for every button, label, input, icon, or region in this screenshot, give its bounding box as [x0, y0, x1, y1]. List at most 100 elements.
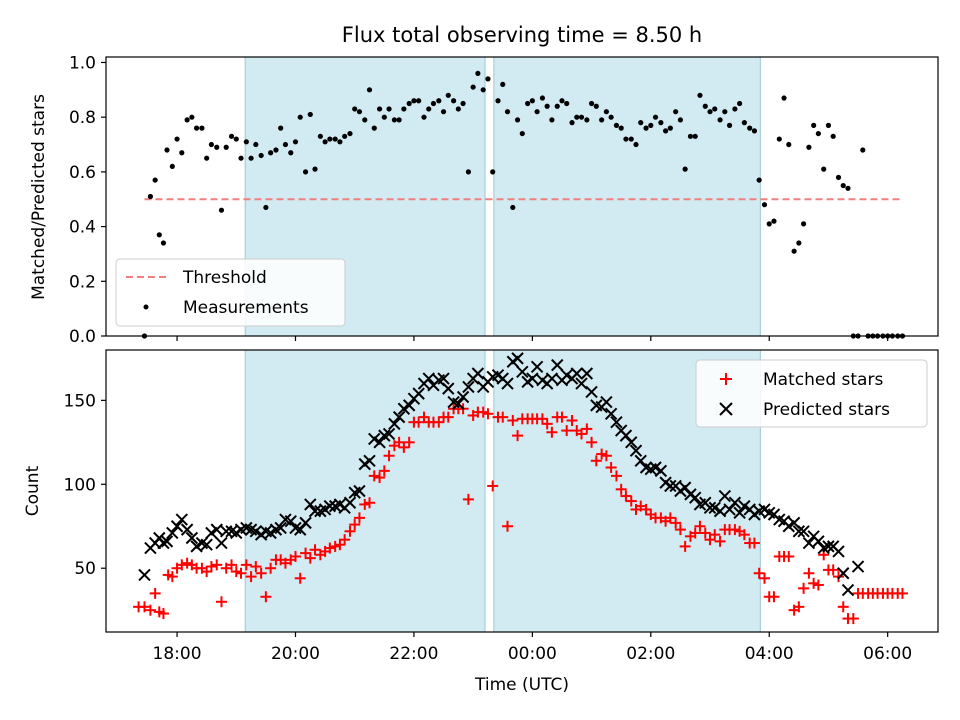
- measurement-point: [771, 218, 777, 224]
- matched-stars-point: [600, 450, 612, 462]
- shaded-interval-0: [244, 349, 486, 633]
- measurement-point: [786, 141, 792, 148]
- measurement-point: [273, 147, 279, 153]
- measurement-point: [465, 169, 472, 175]
- top-y-tick-label: 0.8: [69, 108, 96, 128]
- predicted-mark-b: [170, 520, 184, 533]
- predicted-mark-b: [718, 489, 732, 503]
- predicted-mark-b: [249, 525, 263, 538]
- matched-stars-point: [226, 559, 238, 571]
- measurement-point: [821, 166, 827, 172]
- measurement-point: [485, 76, 491, 82]
- matched-stars-point: [699, 527, 711, 539]
- measurement-point: [722, 109, 728, 115]
- predicted-stars-point: [822, 540, 835, 553]
- predicted-stars-point: [654, 464, 668, 478]
- top-plot-frame: [105, 56, 939, 337]
- measurement-point: [248, 155, 254, 161]
- matched-stars-point: [620, 490, 632, 502]
- predicted-stars-point: [175, 513, 189, 526]
- measurement-point: [475, 70, 481, 77]
- predicted-mark-b: [308, 504, 322, 518]
- measurement-point: [214, 144, 220, 150]
- measurement-point: [840, 182, 846, 189]
- measurement-point: [574, 114, 580, 120]
- predicted-stars-point: [516, 365, 529, 379]
- measurement-point: [396, 117, 402, 123]
- predicted-stars-point: [138, 568, 151, 582]
- measurement-point: [544, 103, 550, 109]
- threshold-legend-label: Threshold: [182, 268, 267, 288]
- measurement-point: [825, 122, 832, 128]
- matched-stars-point: [674, 524, 686, 536]
- matched-stars-point: [610, 470, 622, 482]
- matched-stars-point: [803, 567, 815, 579]
- matched-stars-point: [240, 559, 252, 571]
- predicted-mark-b: [832, 545, 845, 558]
- predicted-stars-point: [363, 454, 376, 467]
- measurement-point: [811, 122, 817, 128]
- matched-stars-point: [418, 411, 430, 423]
- count-series: [133, 352, 908, 625]
- predicted-mark-b: [649, 461, 662, 474]
- measurement-point: [451, 98, 457, 104]
- predicted-mark-b: [526, 372, 539, 385]
- measurement-point: [815, 130, 821, 137]
- predicted-stars-point: [689, 491, 702, 504]
- measurement-point: [332, 136, 338, 142]
- measurement-point: [791, 248, 797, 254]
- bottom-x-tick-label: 22:00: [389, 644, 438, 664]
- bottom-y-tick-label: 100: [64, 475, 96, 495]
- predicted-mark-b: [382, 427, 396, 441]
- predicted-stars-point: [382, 427, 396, 441]
- matched-stars-point: [709, 529, 721, 541]
- matched-stars-point: [536, 413, 548, 425]
- measurement-point: [569, 120, 575, 126]
- measurement-point: [152, 177, 158, 183]
- predicted-stars-point: [580, 367, 594, 380]
- measurement-point: [391, 117, 397, 123]
- measurement-point: [741, 120, 747, 126]
- predicted-mark-b: [530, 360, 544, 373]
- measurement-point: [835, 174, 842, 180]
- measurement-point: [258, 152, 264, 159]
- matched-stars-point: [497, 411, 509, 423]
- measurement-point: [633, 141, 639, 148]
- measurement-point: [559, 98, 565, 104]
- measurement-point: [381, 114, 387, 120]
- measurement-point: [430, 100, 437, 107]
- measurement-point: [766, 221, 772, 227]
- measurement-point: [500, 81, 506, 87]
- measurement-point: [667, 125, 673, 131]
- predicted-mark-b: [240, 521, 253, 535]
- predicted-stars-point: [462, 380, 475, 394]
- measurement-point: [386, 106, 392, 112]
- matched-stars-point: [847, 613, 859, 625]
- matched-stars-point: [255, 567, 267, 579]
- matched-stars-point: [670, 517, 682, 529]
- top-panel: 0.0 0.2 0.4 0.6 0.8 1.0 Matched/Predicted sta…: [29, 53, 939, 347]
- measurement-point: [322, 139, 328, 145]
- predicted-mark-b: [225, 525, 238, 538]
- measurement-point: [243, 139, 249, 145]
- top-y-tick-label: 0.0: [69, 327, 96, 347]
- measurement-point: [337, 139, 343, 145]
- predicted-mark-b: [841, 583, 855, 597]
- measurement-point: [169, 163, 175, 170]
- matched-legend-label: Matched stars: [763, 370, 883, 390]
- matched-stars-point: [827, 564, 839, 576]
- matched-stars-point: [383, 450, 395, 462]
- predicted-mark-b: [274, 521, 287, 535]
- predicted-stars-point: [180, 523, 194, 536]
- predicted-mark-b: [738, 499, 751, 513]
- matched-stars-point: [482, 408, 494, 420]
- predicted-mark-b: [837, 567, 850, 580]
- predicted-mark-b: [244, 523, 258, 536]
- predicted-mark-b: [363, 454, 376, 467]
- measurement-point: [366, 87, 373, 93]
- matched-stars-point: [403, 436, 415, 448]
- predicted-stars-point: [422, 372, 435, 385]
- bottom-axes: 50 100 150 18:00 20:00 22:00 00:00 02:00 04:00 06…: [64, 391, 913, 664]
- matched-stars-point: [714, 535, 726, 547]
- predicted-mark-b: [180, 523, 194, 536]
